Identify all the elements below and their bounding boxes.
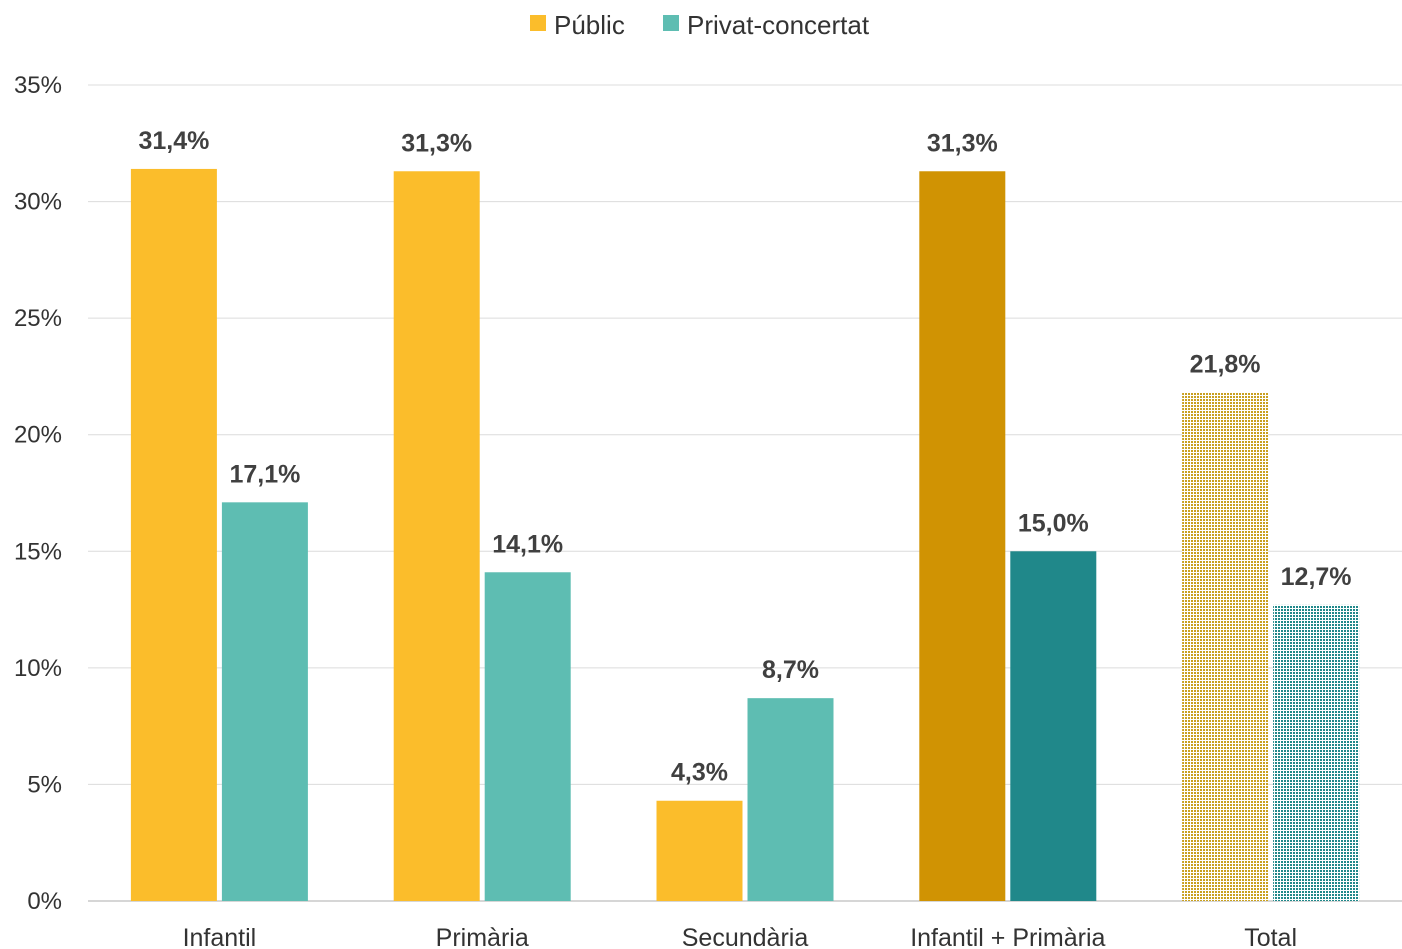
x-category-label: Secundària: [682, 924, 809, 949]
bar-private-0: [221, 502, 308, 901]
y-tick-label: 15%: [14, 538, 62, 565]
data-label: 31,4%: [138, 127, 209, 155]
x-category-label: Infantil: [183, 924, 257, 949]
legend-swatch: [663, 15, 679, 31]
y-tick-label: 20%: [14, 422, 62, 449]
x-category-label: Primària: [436, 924, 529, 949]
bar-private-1: [484, 572, 571, 901]
y-axis-ticks: 0% 5% 10% 15% 20% 25% 30% 35%: [14, 72, 62, 915]
bar-private-3: [1010, 551, 1097, 901]
data-label: 21,8%: [1190, 351, 1261, 379]
data-label: 14,1%: [492, 530, 563, 558]
bar-private-2: [747, 698, 834, 901]
bar-public-2: [656, 800, 743, 901]
data-label: 4,3%: [671, 759, 728, 787]
y-tick-label: 35%: [14, 72, 62, 99]
y-tick-label: 25%: [14, 305, 62, 332]
data-label: 15,0%: [1018, 509, 1089, 537]
data-labels: 31,4% 17,1% 31,3% 14,1% 4,3% 8,7% 31,3% 15,0% 21…: [138, 127, 1351, 787]
legend: Públic Privat-concertat: [530, 10, 870, 40]
y-tick-label: 30%: [14, 189, 62, 216]
y-tick-label: 5%: [27, 771, 62, 798]
legend-swatch: [530, 15, 546, 31]
data-label: 17,1%: [229, 460, 300, 488]
data-label: 8,7%: [762, 656, 819, 684]
x-category-label: Infantil + Primària: [910, 924, 1105, 949]
bar-public-4: [1182, 392, 1269, 901]
bar-public-1: [393, 171, 480, 901]
y-tick-label: 10%: [14, 655, 62, 682]
bar-private-4: [1273, 604, 1360, 901]
legend-label: Privat-concertat: [687, 10, 870, 40]
data-label: 12,7%: [1281, 563, 1352, 591]
legend-label: Públic: [554, 10, 625, 40]
data-label: 31,3%: [401, 129, 472, 157]
x-category-label: Total: [1244, 924, 1297, 949]
data-label: 31,3%: [927, 129, 998, 157]
y-tick-label: 0%: [27, 888, 62, 915]
bars: [130, 168, 1360, 902]
x-axis-categories: Infantil Primària Secundària Infantil + Pri…: [183, 924, 1297, 949]
bar-public-0: [130, 168, 217, 902]
bar-public-3: [919, 171, 1006, 901]
